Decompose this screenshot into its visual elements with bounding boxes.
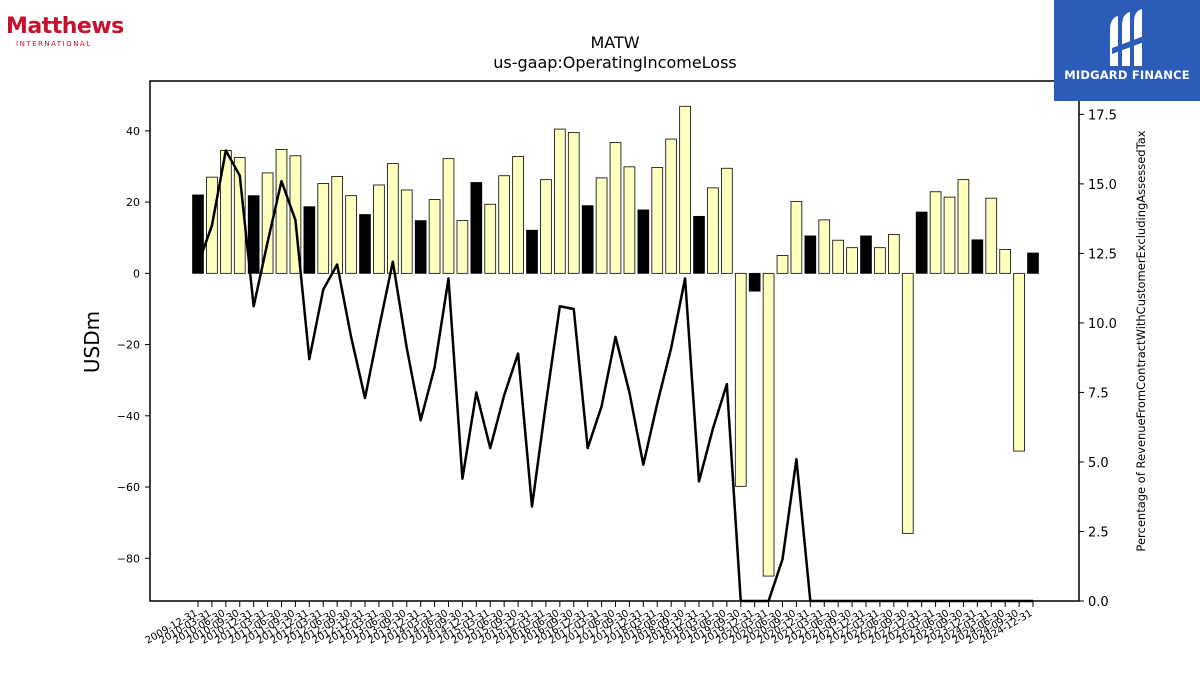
y-tick-label: −20 <box>117 339 140 352</box>
bar-2021-06-30 <box>832 239 844 274</box>
y-tick-label: 20 <box>126 196 140 209</box>
bar-2024-12-31 <box>1027 252 1039 274</box>
bar-2015-12-31 <box>526 229 538 274</box>
bar-2012-03-31 <box>317 183 330 274</box>
bar-2020-06-30 <box>776 255 789 274</box>
bar-2013-09-30 <box>400 189 413 274</box>
bar-2020-09-30 <box>790 200 803 274</box>
bar-2011-09-30 <box>289 155 302 274</box>
bar-2019-03-31 <box>707 187 719 274</box>
midgard-finance-logo: MIDGARD FINANCE <box>1054 0 1200 101</box>
y2-tick-label: 17.5 <box>1088 108 1117 123</box>
bar-2015-03-31 <box>484 203 497 274</box>
y2-tick-label: 10.0 <box>1088 317 1117 332</box>
bar-2014-06-30 <box>442 158 455 274</box>
bar-2009-12-31 <box>192 194 204 274</box>
y-tick-label: −60 <box>117 481 140 494</box>
bar-2017-06-30 <box>609 142 622 274</box>
x-axis: 2009-12-312010-03-312010-06-302010-09-30… <box>144 601 1035 647</box>
bars-group <box>192 105 1039 577</box>
bar-2014-12-31 <box>470 182 483 274</box>
bar-2017-09-30 <box>623 166 636 274</box>
bar-2013-12-31 <box>414 220 427 274</box>
bar-2021-09-30 <box>846 247 858 274</box>
y-tick-label: 0 <box>133 267 140 280</box>
y2-tick-label: 12.5 <box>1088 247 1117 262</box>
bar-2020-03-31 <box>762 272 775 577</box>
y-tick-label: 40 <box>126 125 140 138</box>
bar-2021-12-31 <box>860 235 872 274</box>
bar-2013-06-30 <box>387 163 399 274</box>
bar-2022-12-31 <box>915 211 928 274</box>
bar-2019-09-30 <box>734 272 747 487</box>
bar-2012-09-30 <box>345 195 357 274</box>
logo-right-text: MIDGARD FINANCE <box>1064 68 1190 82</box>
bar-2016-03-31 <box>540 179 552 274</box>
y-axis: −80 −60 −40 −20 0 20 40 <box>117 125 150 565</box>
bar-2023-12-31 <box>971 239 984 274</box>
bar-2016-12-31 <box>581 205 594 274</box>
y2-tick-label: 0.0 <box>1088 595 1109 610</box>
bar-2016-09-30 <box>567 132 580 274</box>
bar-2018-09-30 <box>679 105 691 274</box>
matthews-logo: Matthews INTERNATIONAL <box>6 14 124 48</box>
bar-2013-03-31 <box>373 184 385 274</box>
bar-2018-06-30 <box>665 138 677 274</box>
y2-tick-label: 7.5 <box>1088 386 1109 401</box>
bar-2012-06-30 <box>331 176 343 274</box>
bar-2017-12-31 <box>637 209 650 274</box>
y2-tick-label: 15.0 <box>1088 178 1117 193</box>
bar-2020-12-31 <box>804 235 817 274</box>
bar-2016-06-30 <box>554 128 566 274</box>
y-axis-label: USDm <box>80 311 104 373</box>
bar-2022-06-30 <box>888 234 900 274</box>
logo-brand-text: Matthews <box>6 14 124 39</box>
y-tick-label: −80 <box>117 552 140 565</box>
y-tick-label: −40 <box>117 410 140 423</box>
bar-2022-09-30 <box>901 272 914 534</box>
bar-2014-09-30 <box>456 220 469 274</box>
logo-sub-text: INTERNATIONAL <box>16 40 92 48</box>
bar-2012-12-31 <box>359 214 371 274</box>
bar-2019-12-31 <box>748 272 761 292</box>
bar-2018-12-31 <box>693 215 705 274</box>
bar-2014-03-31 <box>428 199 441 274</box>
y2-axis: 0.0 2.5 5.0 7.5 10.0 12.5 15.0 17.5 <box>1079 108 1117 610</box>
bar-2010-12-31 <box>247 195 260 274</box>
bar-2017-03-31 <box>595 177 608 274</box>
plot-frame <box>149 80 1080 602</box>
chart-subtitle: us-gaap:OperatingIncomeLoss <box>493 53 737 72</box>
bar-2022-03-31 <box>874 247 886 274</box>
bar-2011-06-30 <box>275 148 288 274</box>
midgard-mark-icon <box>1110 9 1144 66</box>
y2-axis-label: Percentage of RevenueFromContractWithCus… <box>1134 130 1148 551</box>
bar-2023-09-30 <box>957 179 970 274</box>
bar-2024-06-30 <box>999 249 1011 274</box>
y2-tick-label: 2.5 <box>1088 525 1109 540</box>
bar-2018-03-31 <box>651 167 664 274</box>
bar-2024-09-30 <box>1013 272 1025 452</box>
bar-2023-06-30 <box>943 196 956 274</box>
bar-2015-09-30 <box>512 156 524 274</box>
bar-2024-03-31 <box>985 197 998 274</box>
bar-2019-06-30 <box>721 167 733 274</box>
bar-2015-06-30 <box>498 175 510 274</box>
bar-2011-12-31 <box>303 206 316 274</box>
bar-2023-03-31 <box>929 191 942 274</box>
chart-title: MATW <box>590 33 639 52</box>
bar-2021-03-31 <box>818 219 831 274</box>
y2-tick-label: 5.0 <box>1088 456 1109 471</box>
